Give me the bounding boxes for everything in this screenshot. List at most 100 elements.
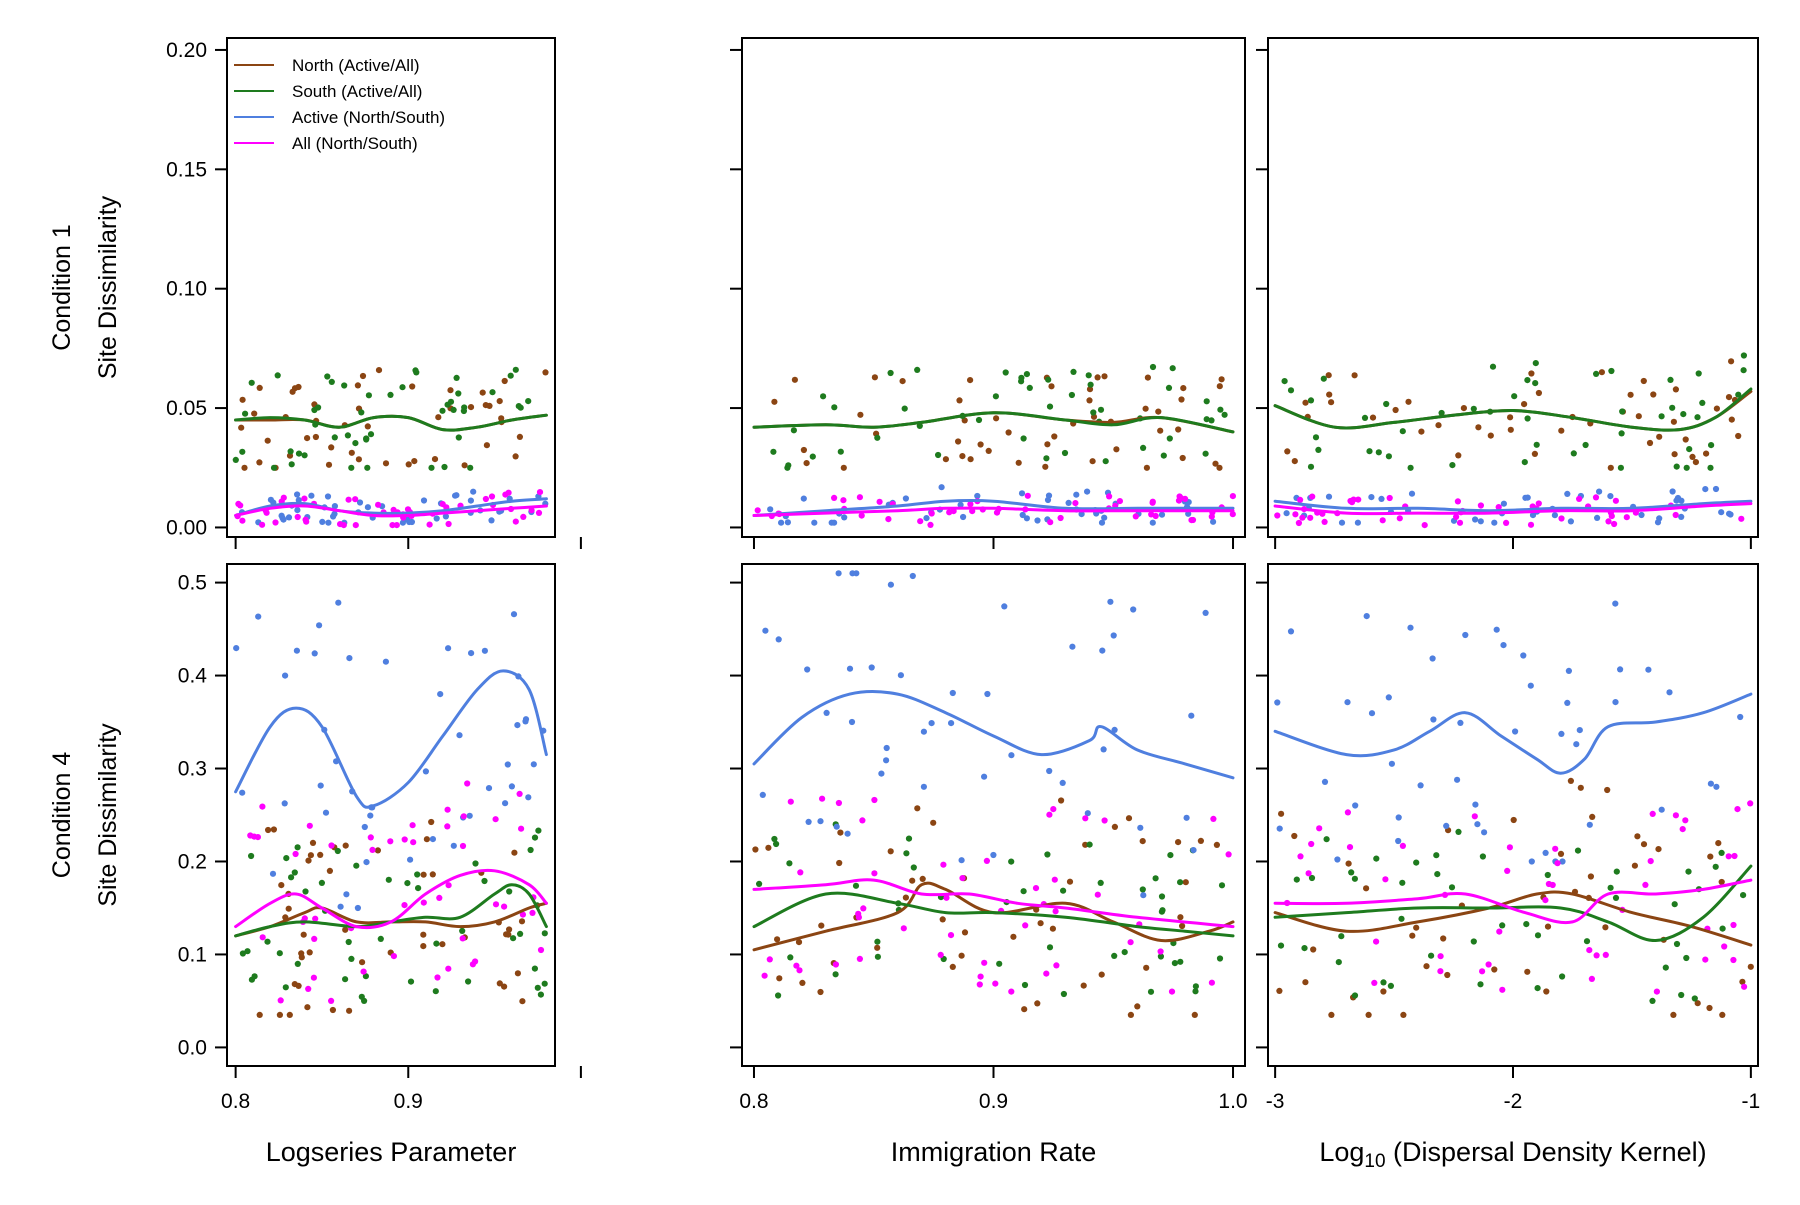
data-point [399, 384, 406, 391]
data-point [1740, 352, 1747, 359]
panel-condition-1-logseries: 0.00 0.05 0.10 0.15 0.20 [166, 37, 582, 549]
data-point [1368, 494, 1375, 501]
data-point [1094, 891, 1101, 898]
data-point [974, 492, 981, 500]
data-point [1351, 372, 1358, 379]
data-point [489, 389, 496, 396]
data-point [1564, 490, 1571, 497]
data-point [1728, 416, 1735, 423]
data-point [1658, 806, 1665, 813]
data-point [871, 870, 878, 877]
data-point [233, 645, 240, 652]
data-point [508, 783, 515, 790]
data-point [1604, 786, 1611, 794]
y-tick-label: 0.2 [178, 850, 207, 873]
data-point [456, 732, 463, 739]
data-point [1008, 988, 1015, 995]
data-point [1097, 406, 1105, 413]
data-point [328, 997, 335, 1005]
data-point [363, 859, 370, 866]
data-point [1734, 806, 1741, 813]
data-point [348, 955, 355, 963]
data-point [514, 722, 521, 729]
data-point [411, 458, 418, 465]
data-point [1325, 372, 1332, 379]
data-point [1284, 448, 1291, 455]
data-point [1512, 728, 1519, 735]
data-point [464, 780, 471, 787]
data-point [1475, 424, 1482, 431]
data-point [259, 803, 266, 810]
data-point [352, 440, 359, 447]
data-point [1702, 486, 1709, 493]
data-point [312, 915, 319, 922]
data-point [1287, 628, 1295, 635]
data-point [423, 836, 430, 843]
data-point [901, 405, 908, 412]
data-point [773, 840, 780, 848]
data-point [1346, 844, 1354, 851]
data-point [304, 1004, 311, 1011]
legend-label: North (Active/All) [292, 56, 420, 75]
series-points [233, 599, 547, 912]
data-point [1100, 746, 1107, 753]
series-points [756, 821, 1226, 999]
data-point [1531, 450, 1538, 457]
data-point [324, 373, 331, 380]
data-point [512, 453, 519, 460]
data-point [426, 521, 433, 528]
data-point [288, 874, 295, 881]
data-point [348, 449, 355, 456]
data-point [938, 484, 945, 491]
data-point [1703, 450, 1710, 457]
data-point [765, 844, 772, 851]
data-point [467, 404, 475, 411]
data-point [791, 376, 799, 383]
data-point [857, 411, 864, 418]
data-point [1082, 815, 1089, 822]
data-point [1669, 404, 1676, 411]
data-point [1287, 387, 1295, 394]
data-point [1090, 409, 1097, 416]
data-point [855, 910, 862, 917]
data-point [387, 391, 394, 398]
data-point [256, 459, 263, 466]
data-point [263, 509, 270, 516]
y-tick-label: 0.20 [166, 39, 207, 62]
data-point [292, 850, 299, 858]
data-point [317, 851, 324, 859]
data-point [1338, 519, 1346, 526]
data-point [928, 510, 935, 517]
data-point [1060, 887, 1067, 894]
data-point [1557, 850, 1565, 858]
data-point [387, 838, 394, 845]
data-point [818, 922, 825, 929]
data-point [920, 728, 928, 735]
data-point [335, 599, 342, 606]
data-point [259, 521, 266, 528]
data-point [957, 501, 964, 508]
data-point [248, 852, 255, 860]
data-point [317, 782, 324, 789]
smooth-curve [1273, 878, 1753, 925]
data-point [1682, 817, 1689, 824]
data-point [345, 496, 352, 503]
series-points [1284, 358, 1742, 471]
panel-frame [1267, 563, 1759, 1067]
data-point [527, 846, 534, 854]
data-point [361, 823, 368, 831]
data-point [1023, 371, 1030, 378]
data-point [759, 791, 766, 799]
data-point [470, 488, 477, 495]
data-point [848, 718, 856, 726]
data-point [255, 613, 262, 620]
data-point [1178, 396, 1185, 403]
data-point [433, 515, 440, 522]
data-point [868, 664, 875, 671]
data-point [507, 372, 514, 379]
data-point [506, 926, 513, 933]
data-point [1551, 512, 1558, 519]
data-point [506, 888, 513, 895]
data-point [312, 433, 319, 441]
